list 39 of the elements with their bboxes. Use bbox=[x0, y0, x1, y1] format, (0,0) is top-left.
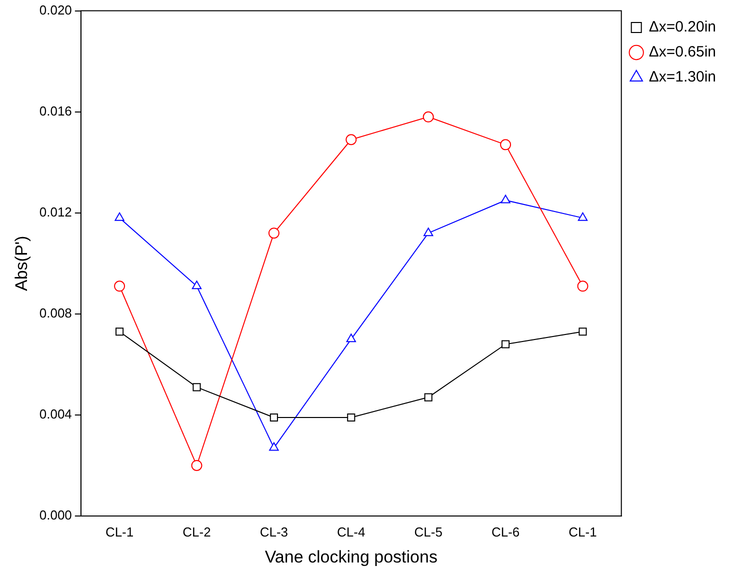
point bbox=[346, 134, 357, 146]
point bbox=[268, 228, 280, 239]
y-tick-label: 0.020 bbox=[39, 2, 72, 18]
legend-label: Δx=0.65in bbox=[648, 44, 716, 61]
point bbox=[500, 194, 510, 204]
point bbox=[500, 139, 512, 150]
point bbox=[192, 280, 202, 290]
point bbox=[270, 413, 278, 422]
x-tick-label: CL-5 bbox=[414, 524, 442, 540]
point bbox=[116, 328, 124, 336]
x-tick-label: CL-1 bbox=[568, 524, 597, 540]
point bbox=[422, 111, 434, 122]
y-tick-label: 0.008 bbox=[39, 306, 72, 320]
y-tick-label: 0.000 bbox=[39, 508, 72, 523]
x-tick-label: CL-4 bbox=[337, 524, 366, 540]
x-tick-label: CL-1 bbox=[105, 524, 134, 540]
point bbox=[502, 340, 510, 348]
point bbox=[424, 393, 432, 402]
point bbox=[424, 228, 434, 236]
y-tick-label: 0.012 bbox=[39, 204, 72, 220]
legend-label: Δx=1.30in bbox=[648, 68, 716, 86]
x-tick-label: CL-6 bbox=[491, 524, 520, 540]
point bbox=[578, 328, 587, 336]
point bbox=[192, 383, 201, 392]
point bbox=[114, 212, 124, 221]
point bbox=[578, 212, 588, 221]
point bbox=[577, 280, 588, 292]
y-axis-title: Abs(P') bbox=[12, 236, 31, 291]
x-tick-label: CL-3 bbox=[260, 524, 288, 540]
point bbox=[347, 413, 356, 422]
y-tick-label: 0.004 bbox=[39, 406, 72, 422]
x-axis-title: Vane clocking postions bbox=[264, 547, 438, 566]
legend-label: Δx=0.20in bbox=[648, 18, 716, 36]
point bbox=[269, 442, 279, 451]
point bbox=[114, 280, 126, 292]
point bbox=[346, 334, 356, 342]
point bbox=[191, 460, 202, 471]
y-tick-label: 0.016 bbox=[39, 103, 72, 118]
x-tick-label: CL-2 bbox=[182, 524, 211, 540]
